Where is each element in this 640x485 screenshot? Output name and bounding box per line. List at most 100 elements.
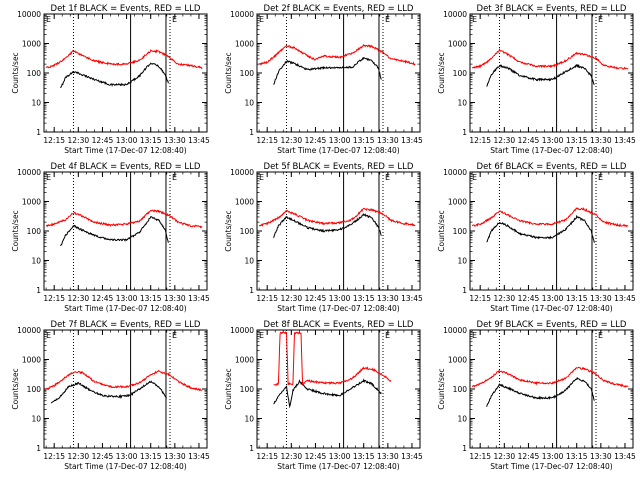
panel-7: Det 7f BLACK = Events, RED = LLD 1 10 100 10… xyxy=(11,320,210,471)
x-tick-label: 13:45 xyxy=(614,294,636,303)
y-tick-label: 10000 xyxy=(443,168,467,177)
event-marker-label: E xyxy=(46,173,51,182)
y-tick-label: 100 xyxy=(453,385,468,394)
event-marker-label: E xyxy=(259,173,264,182)
x-tick-label: 13:45 xyxy=(188,452,210,461)
y-tick-label: 10000 xyxy=(230,168,254,177)
x-tick-label: 13:15 xyxy=(353,136,375,145)
series-line-lld xyxy=(472,366,629,388)
x-tick-label: 12:45 xyxy=(518,452,540,461)
x-tick-label: 13:00 xyxy=(542,294,564,303)
y-tick-label: 10000 xyxy=(443,326,467,335)
y-tick-label: 1000 xyxy=(235,40,254,49)
x-tick-label: 13:30 xyxy=(590,136,612,145)
x-tick-label: 12:15 xyxy=(43,452,65,461)
x-tick-label: 12:45 xyxy=(305,294,327,303)
x-tick-label: 12:30 xyxy=(494,136,516,145)
y-axis-label: Counts/sec xyxy=(224,368,233,409)
y-tick-label: 1000 xyxy=(235,198,254,207)
x-axis-label: Start Time (17-Dec-07 12:08:40) xyxy=(490,304,612,313)
y-tick-label: 10 xyxy=(31,257,41,266)
x-tick-label: 12:45 xyxy=(92,452,114,461)
y-tick-label: 10000 xyxy=(443,10,467,19)
series-line-events xyxy=(486,214,595,243)
x-axis-label: Start Time (17-Dec-07 12:08:40) xyxy=(277,146,399,155)
y-tick-label: 100 xyxy=(27,69,42,78)
x-tick-label: 12:45 xyxy=(518,294,540,303)
x-tick-label: 12:45 xyxy=(305,452,327,461)
x-axis-label: Start Time (17-Dec-07 12:08:40) xyxy=(64,462,186,471)
x-tick-label: 13:00 xyxy=(116,136,138,145)
plot-frame xyxy=(469,171,634,291)
x-tick-label: 12:45 xyxy=(305,136,327,145)
y-tick-label: 10 xyxy=(31,415,41,424)
x-tick-label: 13:15 xyxy=(566,294,588,303)
y-tick-label: 100 xyxy=(27,385,42,394)
y-tick-label: 10 xyxy=(244,257,254,266)
panel-4: Det 4f BLACK = Events, RED = LLD 1 10 100 10… xyxy=(11,162,210,313)
y-tick-label: 100 xyxy=(453,69,468,78)
series-line-events xyxy=(486,376,595,407)
x-tick-label: 13:15 xyxy=(140,136,162,145)
panel-title: Det 4f BLACK = Events, RED = LLD xyxy=(51,162,201,172)
series-line-events xyxy=(486,63,595,87)
panel-title: Det 8f BLACK = Events, RED = LLD xyxy=(264,320,414,330)
x-tick-label: 13:30 xyxy=(590,294,612,303)
x-tick-label: 13:15 xyxy=(353,294,375,303)
series-line-lld xyxy=(471,48,629,70)
event-marker-label: E xyxy=(259,15,264,24)
y-tick-label: 10 xyxy=(457,99,467,108)
x-tick-label: 13:00 xyxy=(542,136,564,145)
x-tick-label: 12:30 xyxy=(281,294,303,303)
x-tick-label: 12:15 xyxy=(469,452,491,461)
series-line-lld xyxy=(45,209,203,229)
x-tick-label: 13:00 xyxy=(329,294,351,303)
series-line-lld xyxy=(259,207,416,227)
plot-frame xyxy=(43,171,208,291)
panel-title: Det 9f BLACK = Events, RED = LLD xyxy=(477,320,627,330)
plot-frame xyxy=(256,171,421,291)
x-tick-label: 13:45 xyxy=(614,136,636,145)
series-line-lld xyxy=(45,369,203,392)
panel-title: Det 7f BLACK = Events, RED = LLD xyxy=(51,320,201,330)
y-tick-label: 10 xyxy=(457,415,467,424)
x-tick-label: 13:45 xyxy=(188,136,210,145)
series-line-lld xyxy=(471,207,629,228)
panel-8: Det 8f BLACK = Events, RED = LLD 1 10 100 10… xyxy=(224,320,423,471)
event-marker-label: E xyxy=(172,331,177,340)
x-tick-label: 13:15 xyxy=(353,452,375,461)
x-tick-label: 13:00 xyxy=(116,294,138,303)
plot-frame xyxy=(256,329,421,449)
x-tick-label: 12:15 xyxy=(256,294,278,303)
y-tick-label: 100 xyxy=(240,385,255,394)
y-tick-label: 1 xyxy=(36,286,41,295)
plot-frame xyxy=(469,13,634,133)
y-tick-label: 1 xyxy=(249,444,254,453)
x-tick-label: 13:00 xyxy=(116,452,138,461)
y-tick-label: 1000 xyxy=(448,198,467,207)
panel-title: Det 1f BLACK = Events, RED = LLD xyxy=(51,4,201,14)
x-tick-label: 13:45 xyxy=(401,452,423,461)
x-tick-label: 13:45 xyxy=(614,452,636,461)
plot-frame xyxy=(469,329,634,449)
plot-frame xyxy=(43,329,208,449)
x-axis-label: Start Time (17-Dec-07 12:08:40) xyxy=(490,462,612,471)
x-tick-label: 12:30 xyxy=(68,294,90,303)
x-tick-label: 12:15 xyxy=(469,136,491,145)
y-tick-label: 10 xyxy=(457,257,467,266)
event-marker-label: E xyxy=(472,173,477,182)
x-axis-label: Start Time (17-Dec-07 12:08:40) xyxy=(277,304,399,313)
x-tick-label: 13:45 xyxy=(401,294,423,303)
y-axis-label: Counts/sec xyxy=(437,368,446,409)
x-tick-label: 13:30 xyxy=(377,294,399,303)
x-tick-label: 13:15 xyxy=(140,452,162,461)
event-marker-label: E xyxy=(172,15,177,24)
x-axis-label: Start Time (17-Dec-07 12:08:40) xyxy=(64,304,186,313)
y-tick-label: 1 xyxy=(249,286,254,295)
event-marker-label: E xyxy=(598,331,603,340)
event-marker-label: E xyxy=(598,173,603,182)
series-line-events xyxy=(60,216,169,247)
y-tick-label: 1 xyxy=(249,128,254,137)
x-tick-label: 12:30 xyxy=(494,452,516,461)
x-tick-label: 12:15 xyxy=(43,294,65,303)
